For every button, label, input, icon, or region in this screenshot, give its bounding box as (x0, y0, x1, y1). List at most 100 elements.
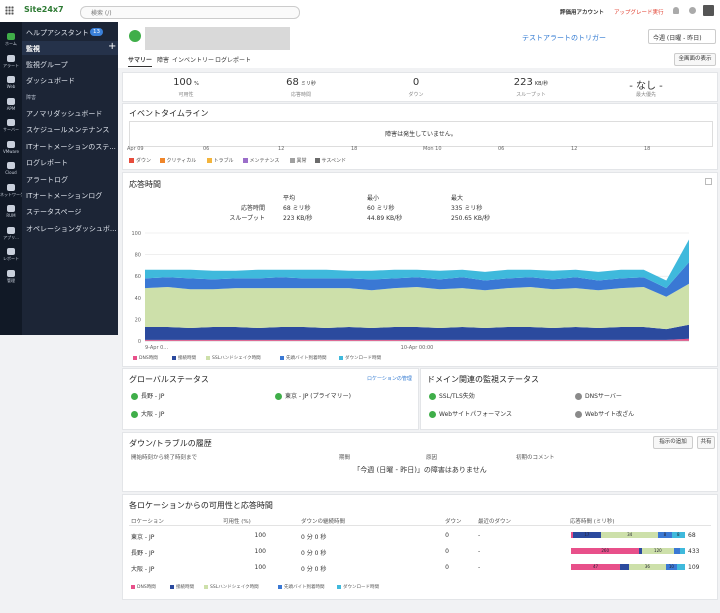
cell: 100 (254, 548, 266, 555)
nav-item[interactable]: ステータスページ (26, 208, 82, 217)
nav-icon-label[interactable]: RUM (6, 213, 16, 218)
stat-value: 68 ミリ秒 (251, 77, 351, 88)
avatar[interactable] (703, 5, 714, 16)
legend-swatch (206, 158, 212, 163)
stat-label: 最大優先 (635, 92, 656, 98)
nav-icon-label[interactable]: アラート (3, 62, 19, 68)
nav-icon-label[interactable]: ホーム (5, 41, 17, 46)
nav-icon[interactable] (7, 97, 15, 105)
fullscreen-button[interactable]: 全画面の表示 (674, 53, 716, 66)
legend-label: メンテナンス (249, 158, 280, 164)
locations-card: 各ロケーションからの可用性と応答時間 ロケーション 可用性 (%) ダウンの継続時間… (122, 494, 718, 600)
stat-unit: KB/秒 (534, 81, 549, 87)
nav-icon[interactable] (7, 54, 15, 62)
header-rule (129, 525, 711, 526)
nav-icon-label[interactable]: Web (6, 84, 16, 89)
legend-swatch (172, 356, 176, 360)
tab[interactable]: サマリー (128, 55, 153, 67)
nav-icon-label[interactable]: 管理 (7, 277, 15, 283)
stat-value: 223 KB/秒 (481, 77, 581, 88)
nav-item[interactable]: オペレーションダッシュボ... (26, 224, 117, 233)
area (145, 283, 689, 330)
nav-icon-label[interactable]: VMware (3, 148, 19, 154)
apps-icon[interactable] (5, 6, 14, 15)
nav-icon[interactable] (7, 33, 15, 40)
account[interactable]: 評価用アカウント (560, 10, 605, 16)
card-title: ドメイン関連の監視ステータス (427, 375, 539, 384)
period-text: 今週 (日曜 - 昨日) (653, 35, 702, 42)
legend-label: 接続時間 (178, 356, 196, 361)
nav-icon-label[interactable]: アプリ... (3, 234, 19, 240)
nav-icon-label[interactable]: ネットワーク (0, 191, 22, 197)
nav-icon[interactable] (7, 205, 15, 212)
nav-icon[interactable] (7, 76, 15, 83)
domain-status: Webサイト改ざん (575, 409, 634, 418)
bell-icon[interactable] (673, 7, 679, 14)
stat-value: 0 (366, 77, 466, 88)
help-assistant[interactable]: ヘルプアシスタント (26, 29, 89, 37)
add-icon[interactable]: + (108, 41, 117, 52)
nav-item[interactable]: ITオートメーションログ (26, 192, 103, 200)
cell: - (478, 548, 481, 555)
location-status: 大阪 - JP (131, 409, 164, 418)
nav-item[interactable]: スケジュールメンテナンス (26, 126, 110, 135)
logo[interactable]: Site24x7 (24, 5, 64, 14)
nav-icon[interactable] (7, 162, 15, 169)
card-title: 各ロケーションからの可用性と応答時間 (129, 501, 273, 510)
response-segment (676, 564, 685, 570)
test-alert-link[interactable]: テストアラートのトリガー (522, 34, 606, 42)
monitor-name-redacted (145, 27, 290, 50)
nav-item[interactable]: ログレポート (26, 159, 68, 168)
section[interactable]: 監視 (26, 45, 40, 53)
nav-item[interactable]: アラートログ (26, 175, 68, 184)
stat-label: 応答時間 (290, 92, 311, 98)
response-card: 応答時間 0 20 40 60 80 100 9-Apr 0... 10-Apr 00:00 … (122, 172, 718, 367)
search-box[interactable]: 検索 (/) (80, 6, 300, 19)
nav-item[interactable]: ITオートメーションのステ... (26, 142, 116, 151)
cell: - (478, 564, 481, 571)
period-select[interactable]: 今週 (日曜 - 昨日) (648, 29, 716, 44)
nav-icon-label[interactable]: Cloud (5, 170, 17, 175)
nav-icon[interactable] (7, 226, 15, 234)
help-icon[interactable] (689, 7, 696, 14)
nav-icon-label[interactable]: レポート (3, 256, 19, 261)
y-tick-label: 80 (135, 253, 141, 259)
tab[interactable]: インベントリー (172, 57, 215, 64)
tab[interactable]: ログレポート (215, 57, 252, 64)
column-header: 原因 (426, 455, 438, 461)
legend-swatch (278, 585, 282, 589)
legend-label: ダウン (136, 158, 152, 164)
column-header: 可用性 (%) (223, 519, 251, 525)
nav-icon[interactable] (7, 140, 15, 148)
upgrade[interactable]: アップグレード実行 (614, 10, 664, 16)
nav-icon[interactable] (7, 119, 15, 126)
card-title: イベントタイムライン (129, 109, 209, 118)
location-name: 大阪 - JP (141, 411, 165, 418)
legend-swatch (133, 356, 137, 360)
monitor-header: テストアラートのトリガー 今週 (日曜 - 昨日) 全画面の表示 サマリー 障害イ… (118, 22, 720, 68)
timeline-axis-label: 18 (644, 146, 651, 152)
nav-icon[interactable] (7, 269, 15, 277)
nav-item[interactable]: アノマリダッシュボード (26, 110, 103, 118)
cell: 0 (445, 564, 449, 571)
nav-icon[interactable] (7, 248, 15, 255)
section-bar (22, 41, 118, 55)
cell: 250.65 KB/秒 (451, 215, 490, 222)
settings-icon[interactable] (705, 178, 712, 185)
nav-icon-label[interactable]: APM (6, 105, 16, 111)
cell: - (478, 532, 481, 539)
legend-swatch (206, 356, 210, 360)
share-button[interactable]: 共有 (697, 436, 715, 449)
stat-label: ダウン (408, 92, 424, 98)
tab[interactable]: 障害 (157, 57, 170, 64)
stat-value: - なし - (596, 77, 696, 92)
nav-item[interactable]: ダッシュボード (26, 77, 75, 85)
legend-swatch (170, 585, 174, 589)
nav-item[interactable]: 監視グループ (26, 61, 68, 69)
nav-icon-label[interactable]: サーバー (3, 127, 19, 132)
add-button[interactable]: 指示の追加 (653, 436, 693, 449)
manage-locations-link[interactable]: ロケーションの管理 (367, 376, 412, 382)
cell: 0 (445, 548, 449, 555)
nav-icon[interactable] (7, 183, 15, 191)
y-tick-label: 100 (131, 231, 141, 237)
